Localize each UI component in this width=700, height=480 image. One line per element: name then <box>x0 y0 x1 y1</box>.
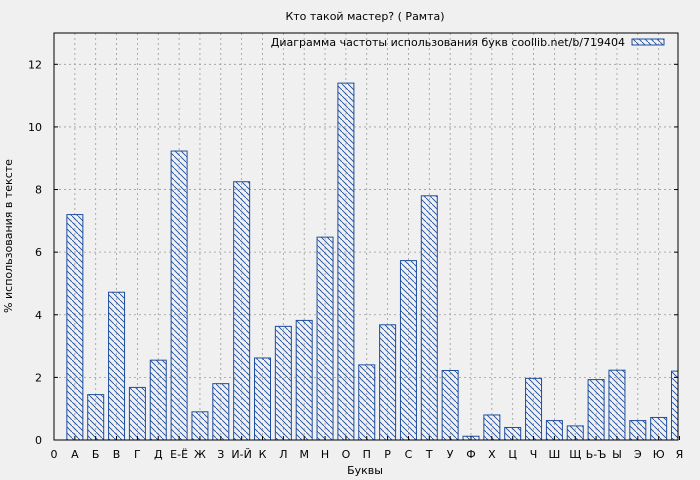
x-tick-label: И-Й <box>231 448 251 461</box>
x-tick-label: Р <box>384 448 391 461</box>
bar <box>191 411 209 441</box>
bar <box>525 377 543 441</box>
x-tick-label: Б <box>92 448 100 461</box>
x-tick-label: Г <box>134 448 141 461</box>
x-tick-label: Н <box>321 448 329 461</box>
bar <box>66 214 84 441</box>
x-tick-label: Ы <box>612 448 622 461</box>
bar <box>233 181 251 441</box>
y-axis-label: % использования в тексте <box>2 159 15 313</box>
x-tick-label: З <box>217 448 224 461</box>
x-tick-label: У <box>447 448 454 461</box>
bar <box>587 379 605 441</box>
x-tick-label: Х <box>488 448 496 461</box>
x-axis-label: Буквы <box>347 464 383 477</box>
y-tick-label: 12 <box>28 58 42 71</box>
x-tick-label: А <box>71 448 79 461</box>
y-tick-label: 10 <box>28 121 42 134</box>
bar <box>420 195 438 441</box>
x-tick-label: О <box>342 448 351 461</box>
legend-label: Диаграмма частоты использования букв coo… <box>271 36 625 49</box>
x-tick-label: Ж <box>194 448 206 461</box>
x-tick-label: Э <box>634 448 642 461</box>
x-tick-label: Щ <box>569 448 581 461</box>
plot-frame <box>53 32 679 441</box>
x-tick-label: Д <box>154 448 163 461</box>
x-tick-label: Ь-Ъ <box>586 448 607 461</box>
bar <box>399 260 417 441</box>
bar <box>379 324 397 441</box>
y-tick-label: 6 <box>35 246 42 259</box>
x-tick-label: Ю <box>653 448 665 461</box>
x-tick-label: Ш <box>549 448 561 461</box>
chart-title: Кто такой мастер? ( Рамта) <box>285 10 444 23</box>
x-tick-label: Т <box>425 448 433 461</box>
bar <box>170 150 188 441</box>
bar <box>254 357 271 441</box>
bar <box>337 82 355 441</box>
bar <box>212 383 230 441</box>
x-tick-label: Ч <box>530 448 538 461</box>
legend-swatch <box>631 38 665 46</box>
x-tick-label: Л <box>279 448 287 461</box>
bar <box>316 236 334 441</box>
bar <box>671 370 679 441</box>
bar <box>608 369 626 441</box>
x-tick-label: 0 <box>51 448 58 461</box>
bar <box>295 319 313 441</box>
bar <box>87 394 105 441</box>
x-tick-label: Я <box>676 448 684 461</box>
y-tick-label: 2 <box>35 371 42 384</box>
y-tick-label: 8 <box>35 184 42 197</box>
bar <box>108 291 126 441</box>
bar <box>274 325 292 441</box>
x-tick-label: К <box>259 448 267 461</box>
x-tick-label: Е-Ё <box>170 448 188 461</box>
bar <box>358 364 376 441</box>
x-tick-label: С <box>405 448 413 461</box>
bar <box>441 369 459 441</box>
y-tick-label: 4 <box>35 309 42 322</box>
x-tick-label: П <box>363 448 371 461</box>
bar <box>128 386 146 441</box>
x-tick-label: Ц <box>508 448 517 461</box>
x-tick-label: М <box>299 448 309 461</box>
y-tick-label: 0 <box>35 434 42 447</box>
bar <box>149 359 167 441</box>
x-tick-label: В <box>113 448 121 461</box>
x-tick-label: Ф <box>466 448 475 461</box>
